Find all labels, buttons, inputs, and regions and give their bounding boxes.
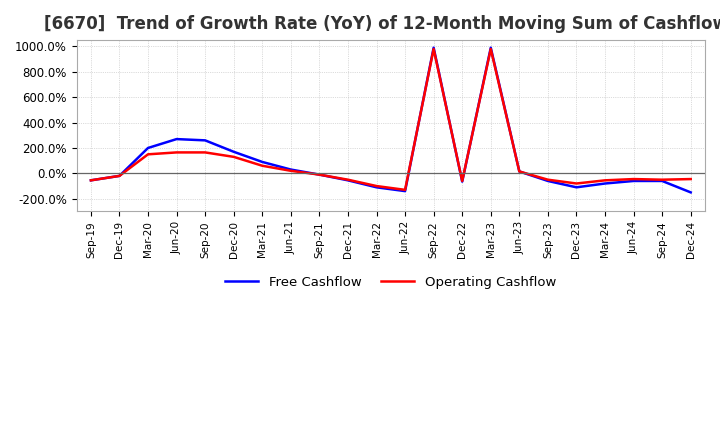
Free Cashflow xyxy=(515,169,523,174)
Operating Cashflow xyxy=(315,172,324,177)
Free Cashflow xyxy=(258,159,266,165)
Free Cashflow xyxy=(86,178,95,183)
Operating Cashflow xyxy=(230,154,238,159)
Free Cashflow xyxy=(458,179,467,184)
Legend: Free Cashflow, Operating Cashflow: Free Cashflow, Operating Cashflow xyxy=(220,270,562,294)
Free Cashflow xyxy=(343,178,352,183)
Operating Cashflow xyxy=(372,183,381,189)
Free Cashflow xyxy=(600,181,609,186)
Operating Cashflow xyxy=(600,178,609,183)
Free Cashflow xyxy=(572,185,581,190)
Free Cashflow xyxy=(401,188,410,194)
Operating Cashflow xyxy=(401,187,410,192)
Operating Cashflow xyxy=(658,177,667,182)
Operating Cashflow xyxy=(144,152,153,157)
Operating Cashflow xyxy=(686,176,695,182)
Free Cashflow xyxy=(372,185,381,190)
Free Cashflow xyxy=(629,178,638,183)
Operating Cashflow xyxy=(343,177,352,182)
Free Cashflow xyxy=(172,136,181,142)
Operating Cashflow xyxy=(258,163,266,169)
Free Cashflow xyxy=(658,178,667,183)
Free Cashflow xyxy=(544,178,552,183)
Operating Cashflow xyxy=(629,176,638,182)
Free Cashflow xyxy=(201,138,210,143)
Free Cashflow xyxy=(230,149,238,154)
Operating Cashflow xyxy=(487,46,495,51)
Free Cashflow xyxy=(315,172,324,177)
Operating Cashflow xyxy=(429,46,438,51)
Free Cashflow xyxy=(287,167,295,172)
Free Cashflow xyxy=(144,145,153,150)
Operating Cashflow xyxy=(86,178,95,183)
Title: [6670]  Trend of Growth Rate (YoY) of 12-Month Moving Sum of Cashflows: [6670] Trend of Growth Rate (YoY) of 12-… xyxy=(44,15,720,33)
Line: Operating Cashflow: Operating Cashflow xyxy=(91,49,690,190)
Free Cashflow xyxy=(429,45,438,50)
Operating Cashflow xyxy=(572,181,581,186)
Operating Cashflow xyxy=(201,150,210,155)
Line: Free Cashflow: Free Cashflow xyxy=(91,48,690,192)
Operating Cashflow xyxy=(544,177,552,182)
Operating Cashflow xyxy=(172,150,181,155)
Operating Cashflow xyxy=(458,178,467,183)
Free Cashflow xyxy=(115,173,124,179)
Operating Cashflow xyxy=(287,168,295,173)
Operating Cashflow xyxy=(515,169,523,174)
Free Cashflow xyxy=(487,45,495,50)
Free Cashflow xyxy=(686,190,695,195)
Operating Cashflow xyxy=(115,173,124,179)
